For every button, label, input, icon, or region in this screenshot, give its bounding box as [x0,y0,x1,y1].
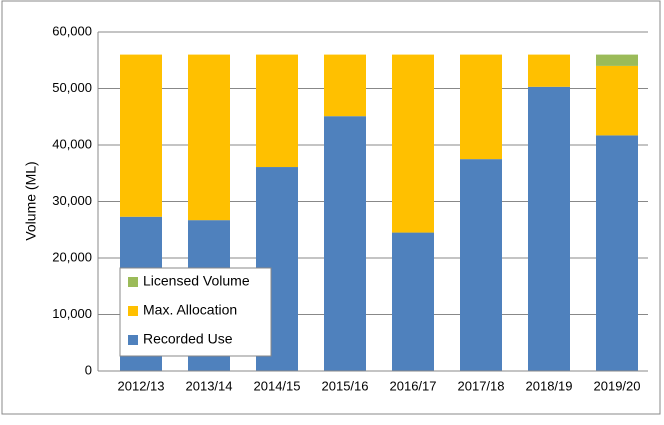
legend-swatch [128,306,138,316]
legend-swatch [128,335,138,345]
x-tick-label: 2017/18 [458,378,505,393]
legend-label: Recorded Use [143,331,233,347]
bar-segment [596,65,638,136]
y-tick-label: 10,000 [52,306,92,321]
bar-segment [120,54,162,217]
bar-segment [528,86,570,372]
y-tick-label: 30,000 [52,193,92,208]
bar-segment [596,135,638,371]
y-tick-label: 0 [85,362,92,377]
bar-segment [596,54,638,66]
bar-segment [256,54,298,168]
y-tick-label: 60,000 [52,23,92,38]
y-axis-label: Volume (ML) [23,161,39,240]
x-tick-label: 2016/17 [390,378,437,393]
y-tick-label: 20,000 [52,249,92,264]
y-tick-label: 50,000 [52,80,92,95]
legend-label: Max. Allocation [143,302,237,318]
x-tick-label: 2013/14 [186,378,233,393]
legend-box [119,267,272,357]
bar-segment [324,116,366,371]
bar-segment [392,232,434,371]
bar-segment [188,54,230,221]
bar-segment [324,54,366,117]
legend-swatch [128,277,138,287]
bar-segment [392,54,434,233]
x-tick-label: 2012/13 [118,378,165,393]
bar-segment [528,54,570,87]
y-tick-label: 40,000 [52,136,92,151]
x-tick-label: 2018/19 [526,378,573,393]
x-tick-label: 2014/15 [254,378,301,393]
bar-segment [460,159,502,371]
bar-segment [460,54,502,160]
x-tick-label: 2015/16 [322,378,369,393]
x-tick-label: 2019/20 [594,378,641,393]
legend-label: Licensed Volume [143,273,250,289]
